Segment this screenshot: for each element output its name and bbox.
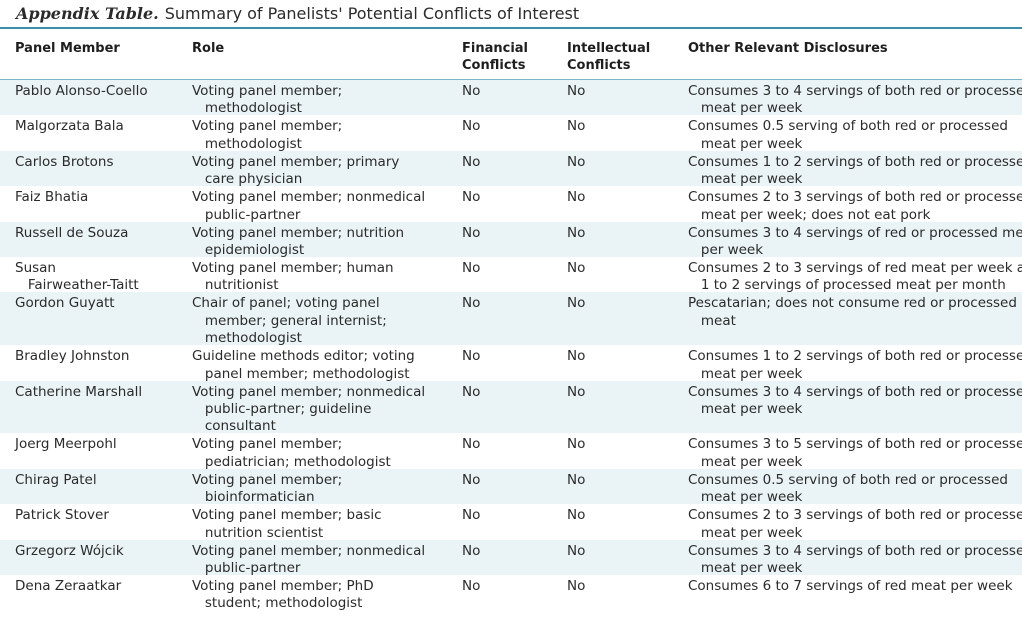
cell-role: Voting panel member; nonmedical public-p…	[192, 542, 426, 576]
cell-intellectual-conflicts: No	[567, 295, 586, 312]
cell-financial-conflicts: No	[462, 577, 481, 594]
cell-panel-member: Joerg Meerpohl	[15, 436, 117, 453]
table-row: Malgorzata Bala Voting panel member; meth…	[0, 115, 1022, 152]
cell-financial-conflicts: No	[462, 383, 481, 400]
cell-intellectual-conflicts: No	[567, 383, 586, 400]
cell-financial-conflicts: No	[462, 507, 481, 524]
cell-role: Voting panel member; primary care physic…	[192, 153, 400, 188]
cell-other-disclosures: Consumes 1 to 2 servings of both red or …	[688, 348, 1022, 382]
table-caption: Summary of Panelists' Potential Conflict…	[164, 4, 580, 23]
cell-other-disclosures: Consumes 0.5 serving of both red or proc…	[688, 471, 1008, 506]
cell-financial-conflicts: No	[462, 189, 481, 206]
cell-intellectual-conflicts: No	[567, 259, 586, 276]
table-row: Bradley Johnston Guideline methods editor…	[0, 345, 1022, 382]
table-row: Dena Zeraatkar Voting panel member; PhD s…	[0, 575, 1022, 612]
cell-panel-member: Carlos Brotons	[15, 153, 114, 170]
cell-role: Voting panel member; nonmedical public-p…	[192, 383, 426, 435]
cell-financial-conflicts: No	[462, 436, 481, 453]
cell-other-disclosures: Consumes 6 to 7 servings of red meat per…	[688, 577, 1013, 594]
cell-panel-member: Chirag Patel	[15, 471, 97, 488]
cell-panel-member: Gordon Guyatt	[15, 295, 115, 312]
cell-intellectual-conflicts: No	[567, 224, 586, 241]
cell-panel-member: Faiz Bhatia	[15, 189, 89, 206]
cell-intellectual-conflicts: No	[567, 118, 586, 135]
cell-role: Voting panel member; methodologist	[192, 118, 343, 152]
cell-panel-member: Susan Fairweather-Taitt	[15, 259, 139, 294]
cell-other-disclosures: Consumes 2 to 3 servings of both red or …	[688, 189, 1022, 223]
cell-intellectual-conflicts: No	[567, 189, 586, 206]
cell-panel-member: Malgorzata Bala	[15, 118, 124, 135]
cell-other-disclosures: Consumes 3 to 4 servings of red or proce…	[688, 224, 1022, 258]
cell-intellectual-conflicts: No	[567, 83, 586, 99]
table-row: Gordon Guyatt Chair of panel; voting pane…	[0, 292, 1022, 347]
cell-intellectual-conflicts: No	[567, 542, 586, 559]
cell-financial-conflicts: No	[462, 295, 481, 312]
cell-intellectual-conflicts: No	[567, 348, 586, 365]
cell-role: Voting panel member; bioinformatician	[192, 471, 343, 506]
cell-panel-member: Grzegorz Wójcik	[15, 542, 124, 559]
table-title: Appendix Table. Summary of Panelists' Po…	[0, 0, 1022, 29]
cell-role: Voting panel member; PhD student; method…	[192, 577, 374, 612]
cell-other-disclosures: Consumes 3 to 4 servings of both red or …	[688, 383, 1022, 417]
cell-other-disclosures: Pescatarian; does not consume red or pro…	[688, 295, 1017, 329]
cell-role: Chair of panel; voting panel member; gen…	[192, 295, 387, 347]
cell-financial-conflicts: No	[462, 348, 481, 365]
cell-panel-member: Pablo Alonso-Coello	[15, 83, 148, 99]
cell-other-disclosures: Consumes 2 to 3 servings of red meat per…	[688, 259, 1022, 294]
cell-financial-conflicts: No	[462, 153, 481, 170]
cell-role: Voting panel member; nonmedical public-p…	[192, 189, 426, 223]
table-row: Grzegorz Wójcik Voting panel member; nonm…	[0, 539, 1022, 576]
cell-other-disclosures: Consumes 1 to 2 servings of both red or …	[688, 153, 1022, 188]
header-other-disclosures: Other Relevant Disclosures	[688, 41, 888, 56]
cell-intellectual-conflicts: No	[567, 471, 586, 488]
cell-other-disclosures: Consumes 2 to 3 servings of both red or …	[688, 507, 1022, 541]
cell-financial-conflicts: No	[462, 542, 481, 559]
cell-role: Voting panel member; basic nutrition sci…	[192, 507, 382, 541]
table-row: Joerg Meerpohl Voting panel member; pedia…	[0, 433, 1022, 470]
cell-role: Voting panel member; pediatrician; metho…	[192, 436, 391, 470]
cell-financial-conflicts: No	[462, 118, 481, 135]
cell-intellectual-conflicts: No	[567, 153, 586, 170]
table-row: Susan Fairweather-Taitt Voting panel memb…	[0, 257, 1022, 294]
table-row: Russell de Souza Voting panel member; nut…	[0, 221, 1022, 258]
cell-panel-member: Dena Zeraatkar	[15, 577, 122, 594]
cell-financial-conflicts: No	[462, 259, 481, 276]
table-row: Carlos Brotons Voting panel member; prima…	[0, 150, 1022, 188]
cell-role: Voting panel member; human nutritionist	[192, 259, 394, 294]
header-financial-conflicts: Financial Conflicts	[462, 41, 529, 73]
cell-role: Voting panel member; nutrition epidemiol…	[192, 224, 405, 258]
cell-role: Voting panel member; methodologist	[192, 83, 343, 117]
cell-other-disclosures: Consumes 0.5 serving of both red or proc…	[688, 118, 1008, 152]
cell-panel-member: Catherine Marshall	[15, 383, 143, 400]
table-label: Appendix Table.	[16, 4, 159, 23]
cell-panel-member: Patrick Stover	[15, 507, 109, 524]
cell-panel-member: Russell de Souza	[15, 224, 129, 241]
table-body: Pablo Alonso-Coello Voting panel member; …	[0, 80, 1022, 612]
table-row: Pablo Alonso-Coello Voting panel member; …	[0, 80, 1022, 117]
cell-financial-conflicts: No	[462, 83, 481, 99]
table-header: Panel Member Role Financial Conflicts In…	[0, 33, 1022, 80]
table-row: Faiz Bhatia Voting panel member; nonmedic…	[0, 186, 1022, 223]
cell-other-disclosures: Consumes 3 to 4 servings of both red or …	[688, 83, 1022, 117]
cell-intellectual-conflicts: No	[567, 577, 586, 594]
cell-intellectual-conflicts: No	[567, 436, 586, 453]
header-intellectual-conflicts: Intellectual Conflicts	[567, 41, 651, 73]
table-row: Patrick Stover Voting panel member; basic…	[0, 504, 1022, 541]
cell-other-disclosures: Consumes 3 to 4 servings of both red or …	[688, 542, 1022, 576]
cell-intellectual-conflicts: No	[567, 507, 586, 524]
header-role: Role	[192, 41, 225, 56]
header-panel-member: Panel Member	[15, 41, 120, 56]
table-row: Chirag Patel Voting panel member; bioinfo…	[0, 468, 1022, 506]
cell-other-disclosures: Consumes 3 to 5 servings of both red or …	[688, 436, 1022, 470]
cell-panel-member: Bradley Johnston	[15, 348, 130, 365]
cell-financial-conflicts: No	[462, 224, 481, 241]
cell-financial-conflicts: No	[462, 471, 481, 488]
cell-role: Guideline methods editor; voting panel m…	[192, 348, 415, 382]
table-row: Catherine Marshall Voting panel member; n…	[0, 380, 1022, 435]
